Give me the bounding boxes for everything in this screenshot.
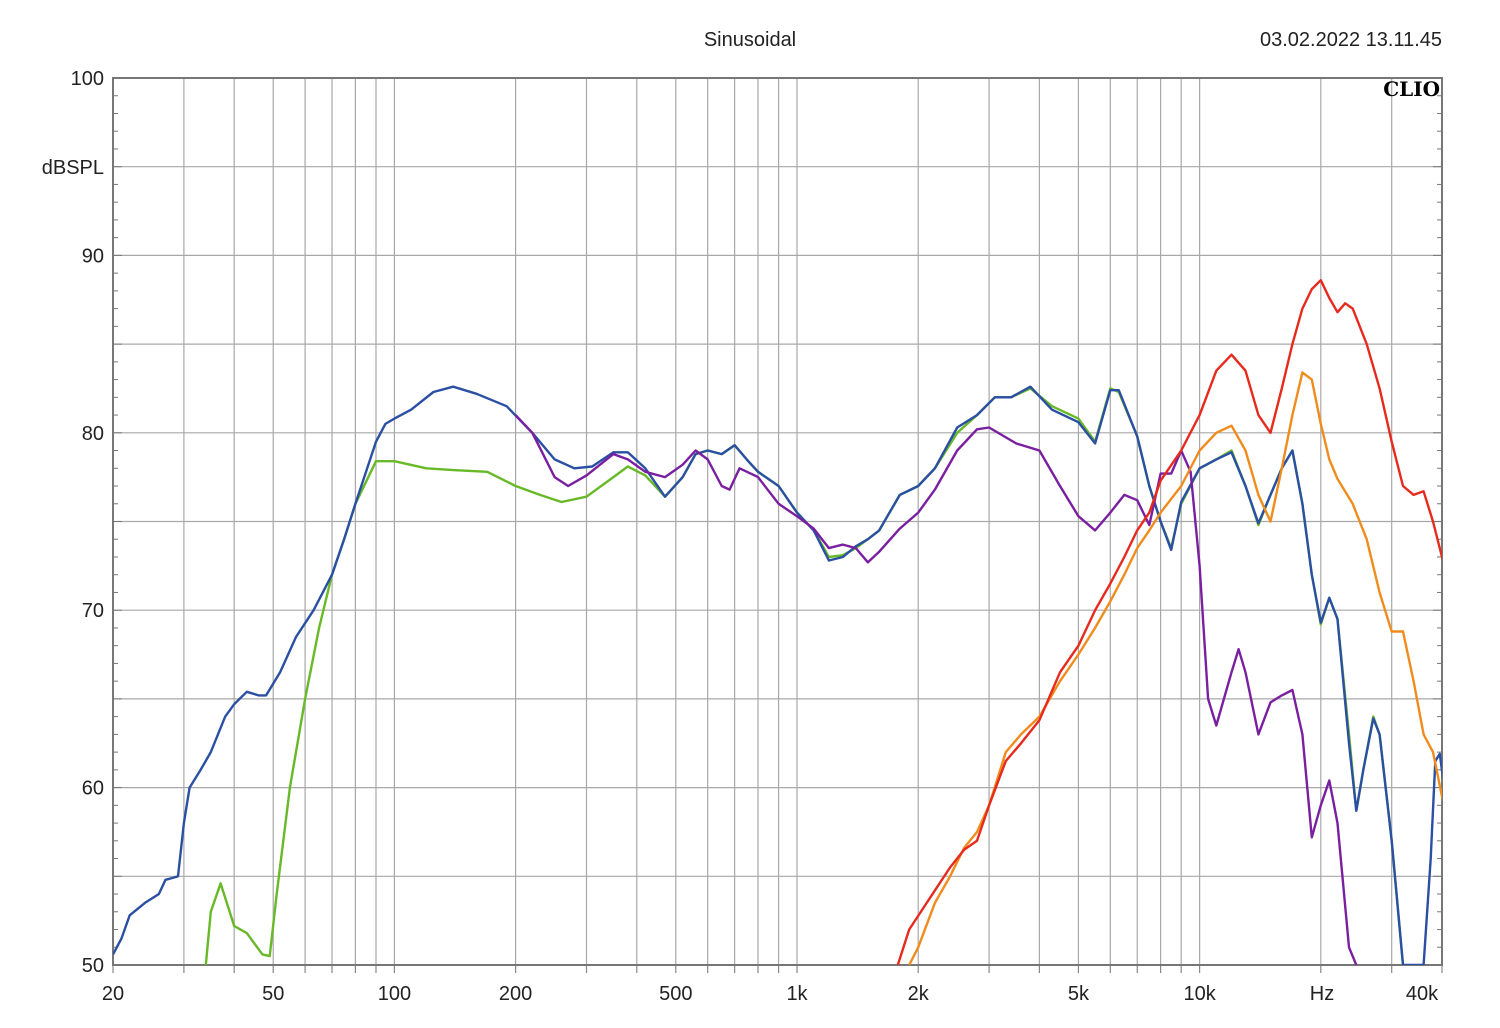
y-tick-label: 80 <box>82 423 104 445</box>
plot-frame <box>112 77 1443 966</box>
y-tick-label: 60 <box>82 778 104 800</box>
chart-series <box>113 279 1442 965</box>
x-tick-label: 10k <box>1183 983 1216 1005</box>
x-tick-label: 2k <box>908 983 930 1005</box>
y-tick-label: 90 <box>82 245 104 267</box>
timestamp: 03.02.2022 13.11.45 <box>1260 29 1442 51</box>
x-tick-label: 200 <box>499 983 532 1005</box>
series-line-2 <box>514 414 1358 965</box>
x-tick-label: 40k <box>1406 983 1439 1005</box>
brand-logo: CLIO <box>1383 77 1440 101</box>
y-tick-label: 70 <box>82 600 104 622</box>
plot-border <box>112 77 1443 966</box>
series-line-3 <box>908 371 1442 965</box>
y-axis-label: dBSPL <box>42 157 104 179</box>
series-line-0 <box>204 387 1405 965</box>
chart-title: Sinusoidal <box>704 29 796 51</box>
y-tick-label: 100 <box>71 68 104 90</box>
series-line-4 <box>896 279 1442 965</box>
y-tick-label: 50 <box>82 955 104 977</box>
series-line-1 <box>113 385 1442 965</box>
x-tick-labels: 20 50 100 200 500 1k 2k 5k 10k 40k <box>102 983 1439 1005</box>
chart-grid <box>112 77 1443 973</box>
x-axis-unit: Hz <box>1310 983 1334 1005</box>
x-tick-label: 1k <box>786 983 808 1005</box>
x-tick-label: 500 <box>659 983 692 1005</box>
y-tick-labels: 100 90 80 70 60 50 <box>71 68 104 977</box>
x-tick-label: 50 <box>262 983 284 1005</box>
x-tick-label: 100 <box>378 983 411 1005</box>
x-tick-label: 5k <box>1068 983 1090 1005</box>
x-tick-label: 20 <box>102 983 124 1005</box>
